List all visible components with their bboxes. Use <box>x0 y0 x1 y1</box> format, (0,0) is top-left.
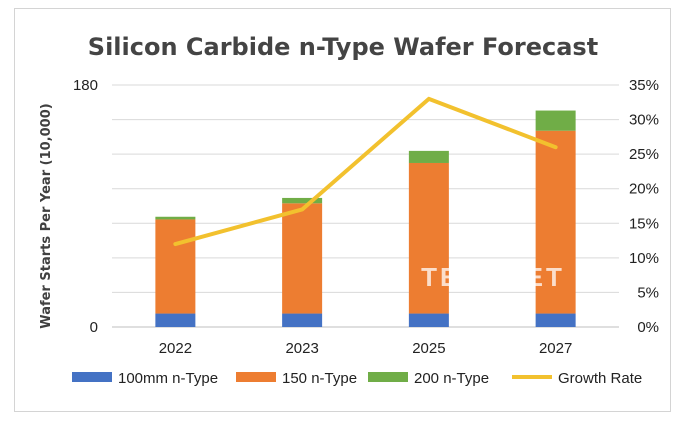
y-tick-label: 0 <box>90 319 98 336</box>
bar-segment <box>408 162 449 314</box>
bar-segment <box>408 150 449 163</box>
bar-segment <box>155 313 196 327</box>
legend-label: Growth Rate <box>558 370 642 387</box>
x-tick-label: 2027 <box>539 340 572 357</box>
y-tick-label: 180 <box>73 77 98 94</box>
legend: 100mm n-Type 150 n-Type 200 n-Type Growth R… <box>72 370 642 387</box>
watermark-text: TECHCET <box>421 262 565 292</box>
bar-segment <box>155 216 196 220</box>
bars <box>155 110 576 327</box>
axis-ticks: 0 180 0% 5% 10% 15% 20% 25% 30% 35% 2022 2023 2025 20… <box>73 77 659 357</box>
bar-segment <box>282 197 323 204</box>
growth-line <box>173 96 558 247</box>
chart-frame: Silicon Carbide n-Type Wafer Forecast Wa… <box>14 8 671 412</box>
y2-tick-label: 0% <box>637 319 659 336</box>
legend-swatch <box>368 372 408 382</box>
y-axis-label: Wafer Starts Per Year (10,000) <box>39 103 54 328</box>
bar-segment <box>282 313 323 327</box>
y2-tick-label: 35% <box>629 77 659 94</box>
bar-segment <box>282 203 323 314</box>
bar-segment <box>408 313 449 327</box>
y2-tick-label: 20% <box>629 181 659 198</box>
growth-rate-line <box>173 96 558 247</box>
legend-swatch <box>72 372 112 382</box>
chart-title: Silicon Carbide n-Type Wafer Forecast <box>88 33 598 61</box>
legend-label: 150 n-Type <box>282 370 357 387</box>
legend-label: 200 n-Type <box>414 370 489 387</box>
bar-segment <box>155 219 196 314</box>
x-tick-label: 2023 <box>285 340 318 357</box>
bar-segment <box>535 110 576 131</box>
x-tick-label: 2025 <box>412 340 445 357</box>
bar-segment <box>535 130 576 314</box>
y2-tick-label: 25% <box>629 146 659 163</box>
bar-segment <box>535 313 576 327</box>
legend-label: 100mm n-Type <box>118 370 218 387</box>
chart-svg: Silicon Carbide n-Type Wafer Forecast Wa… <box>39 33 659 387</box>
y2-tick-label: 15% <box>629 215 659 232</box>
x-tick-label: 2022 <box>159 340 192 357</box>
y2-tick-label: 10% <box>629 250 659 267</box>
y2-tick-label: 30% <box>629 112 659 129</box>
y2-tick-label: 5% <box>637 284 659 301</box>
legend-swatch <box>236 372 276 382</box>
